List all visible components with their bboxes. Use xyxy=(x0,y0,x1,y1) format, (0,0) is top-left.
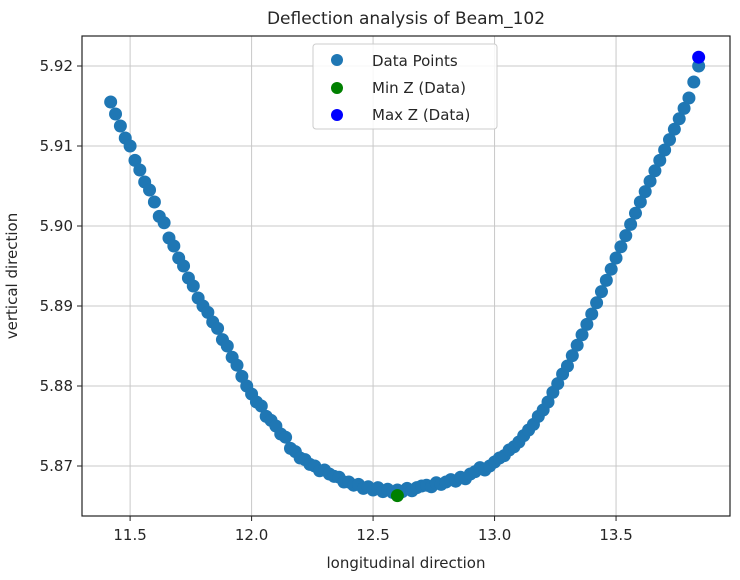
y-tick-label: 5.87 xyxy=(40,457,73,475)
legend-box xyxy=(312,43,498,130)
data-point xyxy=(628,206,642,220)
y-tick-label: 5.89 xyxy=(40,297,73,315)
x-tick-label: 12.5 xyxy=(356,526,389,544)
data-point xyxy=(157,216,171,230)
data-point xyxy=(590,296,604,310)
x-tick-label: 13.5 xyxy=(599,526,632,544)
data-point xyxy=(594,285,608,299)
x-tick-label: 11.5 xyxy=(113,526,146,544)
data-point xyxy=(104,95,118,109)
legend-marker-data xyxy=(331,54,343,66)
legend-label-data: Data Points xyxy=(372,52,458,70)
data-point xyxy=(235,369,249,383)
x-tick-label: 13.0 xyxy=(478,526,511,544)
data-point xyxy=(113,119,127,133)
data-point xyxy=(220,339,234,353)
data-point xyxy=(614,240,628,254)
y-tick-label: 5.91 xyxy=(40,137,73,155)
data-points xyxy=(104,50,706,503)
data-point xyxy=(186,279,200,293)
data-point xyxy=(143,183,157,197)
data-point xyxy=(643,174,657,188)
data-point xyxy=(560,359,574,373)
data-point xyxy=(663,133,677,147)
data-point xyxy=(279,430,293,444)
axis-ticks: 11.5 12.0 12.5 13.0 13.5 5.87 5.88 5.89 5.90 5.91… xyxy=(40,57,633,544)
data-point xyxy=(619,229,633,243)
x-axis-label: longitudinal direction xyxy=(327,554,486,572)
data-point xyxy=(667,122,681,136)
y-tick-label: 5.88 xyxy=(40,377,73,395)
x-tick-label: 12.0 xyxy=(235,526,268,544)
chart-title: Deflection analysis of Beam_102 xyxy=(267,9,545,29)
data-point xyxy=(551,377,565,391)
data-point xyxy=(230,358,244,372)
y-tick-label: 5.92 xyxy=(40,57,73,75)
data-point xyxy=(658,143,672,157)
data-point xyxy=(624,217,638,231)
legend-label-min: Min Z (Data) xyxy=(372,79,466,97)
data-point xyxy=(211,321,225,335)
legend-marker-min xyxy=(331,82,343,94)
min-z-point xyxy=(390,489,404,503)
data-point xyxy=(580,317,594,331)
data-point xyxy=(677,101,691,115)
legend-label-max: Max Z (Data) xyxy=(372,106,470,124)
data-point xyxy=(575,328,589,342)
data-point xyxy=(128,153,142,167)
y-axis-label: vertical direction xyxy=(3,213,21,339)
data-point xyxy=(177,259,191,273)
data-point xyxy=(604,262,618,276)
data-point xyxy=(133,163,147,177)
data-point xyxy=(599,273,613,287)
legend-marker-max xyxy=(331,109,343,121)
data-point xyxy=(585,307,599,321)
data-point xyxy=(123,139,137,153)
data-point xyxy=(633,195,647,209)
data-point xyxy=(609,251,623,265)
data-point xyxy=(648,164,662,178)
data-point xyxy=(201,305,215,319)
data-point xyxy=(672,112,686,126)
data-point xyxy=(687,75,701,89)
data-point xyxy=(254,399,268,413)
y-tick-label: 5.90 xyxy=(40,217,73,235)
data-point xyxy=(109,107,123,121)
data-point xyxy=(147,195,161,209)
legend: Data Points Min Z (Data) Max Z (Data) xyxy=(312,43,498,130)
data-point xyxy=(570,338,584,352)
data-point xyxy=(682,91,696,105)
data-point xyxy=(541,395,555,409)
max-z-point xyxy=(692,50,706,64)
data-point xyxy=(653,153,667,167)
plot-frame xyxy=(81,35,731,517)
data-point xyxy=(565,349,579,363)
data-point xyxy=(638,185,652,199)
data-point xyxy=(167,239,181,253)
